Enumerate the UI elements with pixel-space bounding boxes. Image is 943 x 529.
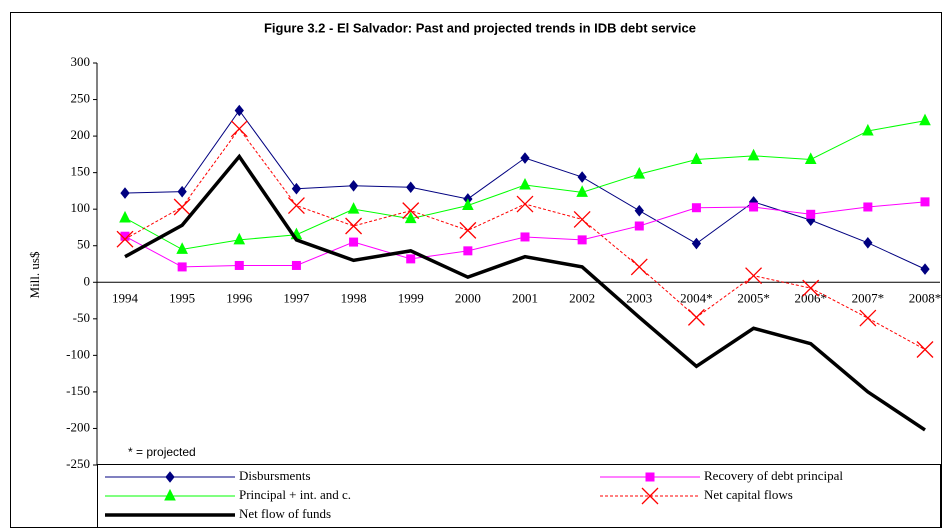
marker — [745, 267, 763, 285]
marker — [920, 197, 930, 207]
x-tick-label: 2000 — [455, 290, 481, 305]
y-tick-label: -50 — [73, 310, 90, 325]
marker — [691, 203, 701, 213]
y-tick-label: -100 — [66, 346, 90, 361]
legend-box — [97, 464, 941, 528]
x-tick-label: 1996 — [226, 290, 253, 305]
legend-marker — [645, 472, 655, 482]
marker — [519, 177, 531, 190]
marker — [806, 209, 816, 219]
marker — [349, 237, 359, 247]
x-tick-label: 1998 — [341, 290, 367, 305]
marker — [177, 262, 187, 272]
y-tick-label: 250 — [71, 91, 91, 106]
marker — [577, 171, 587, 183]
y-axis-label: Mill. us$ — [27, 251, 42, 298]
marker — [630, 258, 648, 276]
y-tick-label: -200 — [66, 419, 90, 434]
marker — [173, 198, 191, 216]
marker — [406, 181, 416, 194]
marker — [404, 211, 417, 224]
series-line — [124, 153, 926, 432]
marker — [691, 237, 702, 250]
marker — [573, 210, 591, 228]
y-tick-label: 150 — [71, 164, 91, 179]
marker — [802, 279, 820, 297]
marker — [634, 204, 644, 217]
marker — [747, 148, 760, 161]
y-tick-label: -250 — [66, 456, 90, 471]
marker — [463, 246, 473, 256]
marker — [859, 309, 877, 327]
legend-marker — [641, 487, 659, 505]
marker — [576, 185, 588, 197]
marker — [920, 263, 930, 275]
marker — [459, 221, 477, 239]
x-tick-label: 1997 — [283, 290, 310, 305]
marker — [291, 260, 301, 270]
marker — [687, 308, 705, 326]
marker — [690, 152, 703, 164]
marker — [863, 237, 873, 249]
legend-label: Recovery of debt principal — [704, 468, 843, 483]
marker — [291, 182, 302, 195]
marker — [234, 260, 244, 270]
legend-label: Net capital flows — [704, 487, 793, 502]
x-tick-label: 1999 — [398, 290, 424, 305]
marker — [233, 232, 246, 245]
y-tick-label: 0 — [84, 273, 91, 288]
y-tick-label: 100 — [71, 200, 91, 215]
marker — [116, 230, 134, 248]
legend-label: Net flow of funds — [239, 506, 331, 521]
marker — [345, 217, 363, 235]
x-tick-label: 2001 — [512, 290, 538, 305]
marker — [919, 113, 931, 126]
x-tick-label: 2004* — [680, 290, 713, 305]
marker — [230, 120, 248, 138]
chart-title: Figure 3.2 - El Salvador: Past and proje… — [264, 20, 696, 35]
marker — [119, 210, 131, 223]
x-tick-label: 2007* — [852, 290, 885, 305]
marker — [633, 166, 646, 179]
marker — [406, 254, 416, 264]
legend-marker — [164, 488, 176, 501]
marker — [577, 235, 587, 245]
legend-label: Principal + int. and c. — [239, 487, 351, 502]
x-tick-label: 2003 — [626, 290, 652, 305]
marker — [516, 195, 534, 213]
y-tick-label: 50 — [77, 237, 90, 252]
marker — [347, 202, 360, 214]
marker — [176, 242, 188, 254]
legend-label: Disbursments — [239, 468, 311, 483]
marker — [462, 198, 474, 211]
marker — [863, 202, 873, 212]
marker — [348, 179, 359, 192]
marker — [749, 202, 759, 212]
x-tick-label: 2002 — [569, 290, 595, 305]
y-tick-label: 300 — [71, 54, 91, 69]
annotation: * = projected — [128, 445, 196, 459]
marker — [520, 232, 530, 242]
x-tick-label: 1994 — [112, 290, 139, 305]
x-tick-label: 2006* — [794, 290, 827, 305]
legend-marker — [165, 471, 175, 483]
marker — [916, 341, 934, 358]
marker — [520, 152, 530, 164]
x-tick-label: 1995 — [169, 290, 195, 305]
y-tick-label: -150 — [66, 383, 90, 398]
marker — [234, 104, 244, 117]
chart-frame — [10, 12, 942, 528]
marker — [634, 221, 644, 231]
marker — [177, 185, 187, 198]
marker — [402, 202, 420, 220]
y-tick-label: 200 — [71, 127, 91, 142]
marker — [804, 152, 817, 164]
marker — [120, 231, 130, 241]
marker — [287, 197, 305, 214]
marker — [862, 123, 874, 136]
x-tick-label: 2008* — [909, 290, 942, 305]
x-tick-label: 2005* — [737, 290, 770, 305]
marker — [120, 187, 130, 199]
